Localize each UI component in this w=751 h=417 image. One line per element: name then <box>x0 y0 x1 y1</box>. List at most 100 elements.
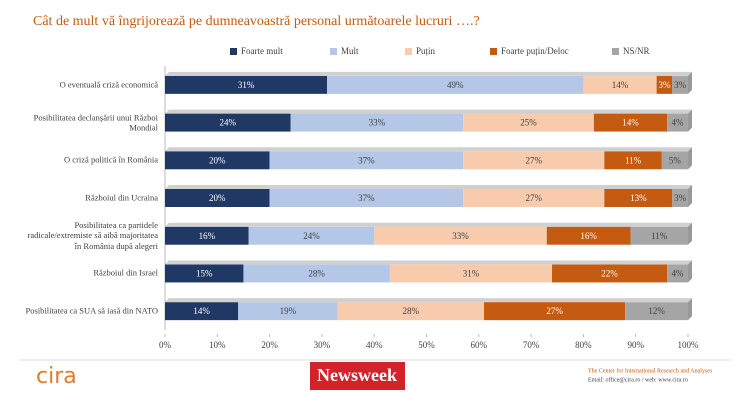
bar-segment <box>667 113 688 132</box>
x-tick-label: 50% <box>418 340 435 350</box>
bar-segment <box>337 302 485 321</box>
category-label: Posibilitatea declanșării unui Război Mo… <box>33 111 158 133</box>
legend-swatch <box>405 48 412 55</box>
bar-segment <box>165 75 328 94</box>
x-tick-label: 0% <box>159 340 172 350</box>
value-label: 28% <box>308 268 325 278</box>
bar-segment <box>661 151 688 170</box>
value-label: 4% <box>672 268 685 278</box>
bar-segment <box>374 226 547 245</box>
value-label: 14% <box>193 306 210 316</box>
legend-label: Mult <box>341 46 359 56</box>
value-label: 3% <box>674 193 687 203</box>
x-tick-label: 20% <box>261 340 278 350</box>
value-label: 20% <box>209 155 226 165</box>
x-tick-label: 40% <box>366 340 383 350</box>
category-label: Războiul din Israel <box>93 268 158 279</box>
value-label: 16% <box>199 231 216 241</box>
value-label: 16% <box>580 231 597 241</box>
value-label: 37% <box>358 155 375 165</box>
category-label: O criză politică în România <box>64 154 158 165</box>
bar-segment <box>625 302 688 321</box>
value-label: 24% <box>220 118 237 128</box>
bar-segment <box>165 189 270 207</box>
organization: The Center for International Research an… <box>588 367 713 374</box>
legend-swatch <box>490 48 497 55</box>
bar-depth <box>165 147 692 152</box>
legend-label: Foarte puțin/Deloc <box>501 46 569 56</box>
value-label: 25% <box>520 118 537 128</box>
category-label: Războiul din Ucraina <box>85 192 158 203</box>
value-label: 11% <box>651 231 668 241</box>
bar-depth <box>688 222 692 245</box>
value-label: 37% <box>358 193 375 203</box>
bar-segment <box>672 75 688 94</box>
legend-label: Foarte mult <box>241 46 283 56</box>
bar-segment <box>630 226 688 245</box>
value-label: 4% <box>672 118 685 128</box>
bar-segment <box>165 151 270 170</box>
bar-segment <box>238 302 338 321</box>
bar-segment <box>583 75 657 94</box>
legend-swatch <box>330 48 337 55</box>
value-label: 11% <box>625 155 642 165</box>
bar-segment <box>604 151 662 170</box>
bar-depth <box>165 71 692 76</box>
legend-label: Puțin <box>416 46 436 56</box>
bar-segment <box>593 113 668 132</box>
bar-depth <box>688 71 692 94</box>
category-label: Posibilitatea ca SUA să iasă din NATO <box>25 305 158 316</box>
bar-segment <box>656 75 673 94</box>
bar-segment <box>165 302 239 321</box>
x-tick-label: 60% <box>471 340 488 350</box>
bar-depth <box>688 147 692 170</box>
x-tick-label: 100% <box>678 340 700 350</box>
legend-label: NS/NR <box>623 46 650 56</box>
bar-segment <box>243 264 390 283</box>
value-label: 27% <box>525 155 542 165</box>
bar-segment <box>269 151 464 170</box>
value-label: 13% <box>630 193 647 203</box>
contact: Email: office@cira.ro / web: www.cira.ro <box>588 376 688 383</box>
value-label: 12% <box>648 306 665 316</box>
bar-segment <box>463 189 605 207</box>
chart-title: Cât de mult vă îngrijorează pe dumneavoa… <box>33 14 480 29</box>
value-label: 15% <box>196 268 213 278</box>
category-label: O eventuală criză economică <box>59 79 158 90</box>
bar-depth <box>165 298 692 303</box>
bar-segment <box>604 189 673 207</box>
bar-depth <box>165 260 692 265</box>
legend-swatch <box>230 48 237 55</box>
value-label: 31% <box>238 80 255 90</box>
value-label: 33% <box>452 231 469 241</box>
bar-segment <box>327 75 584 94</box>
bar-depth <box>165 109 692 114</box>
value-label: 3% <box>674 80 687 90</box>
value-label: 33% <box>369 118 386 128</box>
bar-depth <box>688 298 692 321</box>
bar-segment <box>667 264 688 283</box>
value-label: 14% <box>622 118 639 128</box>
bar-segment <box>248 226 375 245</box>
bar-depth <box>688 260 692 283</box>
value-label: 3% <box>658 80 671 90</box>
logo: cira <box>36 364 77 389</box>
bar-segment <box>672 189 688 207</box>
value-label: 19% <box>280 306 297 316</box>
value-label: 27% <box>525 193 542 203</box>
bar-segment <box>269 189 464 207</box>
x-tick-label: 30% <box>314 340 331 350</box>
x-tick-label: 70% <box>523 340 540 350</box>
bar-depth <box>688 109 692 132</box>
bar-segment <box>389 264 553 283</box>
value-label: 24% <box>303 231 320 241</box>
value-label: 20% <box>209 193 226 203</box>
bar-segment <box>290 113 464 132</box>
value-label: 27% <box>546 306 563 316</box>
bar-segment <box>552 264 668 283</box>
legend-swatch <box>612 48 619 55</box>
bar-segment <box>165 113 291 132</box>
x-tick-label: 80% <box>575 340 592 350</box>
